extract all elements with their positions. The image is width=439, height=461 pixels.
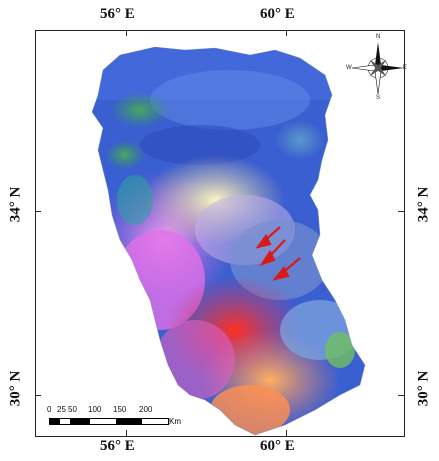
scale-tick-50: 50 xyxy=(68,405,77,414)
scale-bar-segments xyxy=(49,418,169,425)
tick-top-60 xyxy=(286,30,287,36)
tick-bottom-60 xyxy=(286,430,287,436)
lon-label-bottom-60: 60° E xyxy=(260,438,295,454)
scale-tick-200: 200 xyxy=(139,405,153,414)
scale-tick-100: 100 xyxy=(88,405,102,414)
scale-tick-25: 25 xyxy=(57,405,66,414)
tick-right-34 xyxy=(398,211,404,212)
tick-bottom-56 xyxy=(126,430,127,436)
lon-label-top-56: 56° E xyxy=(100,6,135,22)
tick-left-30 xyxy=(35,395,41,396)
lon-label-top-60: 60° E xyxy=(260,6,295,22)
tick-right-30 xyxy=(398,395,404,396)
compass-w: W xyxy=(346,65,352,71)
arrow-group xyxy=(255,226,301,281)
lon-label-bottom-56: 56° E xyxy=(100,438,135,454)
scale-tick-0: 0 xyxy=(47,405,52,414)
tick-left-34 xyxy=(35,211,41,212)
scale-bar: 0 25 50 100 150 200 Km xyxy=(47,405,181,429)
scale-tick-150: 150 xyxy=(113,405,127,414)
compass-s: S xyxy=(376,95,381,101)
north-arrow-compass-icon: N S E W xyxy=(346,34,408,101)
scale-unit: Km xyxy=(169,417,181,426)
compass-n: N xyxy=(376,34,381,40)
tick-top-56 xyxy=(126,30,127,36)
compass-e: E xyxy=(403,65,408,71)
